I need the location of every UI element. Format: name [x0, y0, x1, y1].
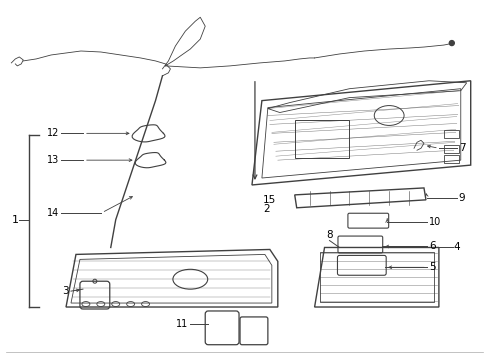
Text: 3: 3: [62, 286, 69, 296]
Text: 4: 4: [453, 243, 460, 252]
Text: 15: 15: [263, 195, 276, 205]
Text: 7: 7: [458, 143, 465, 153]
Text: 12: 12: [46, 129, 59, 138]
Text: 14: 14: [47, 208, 59, 218]
Text: 11: 11: [176, 319, 188, 329]
Text: 13: 13: [47, 155, 59, 165]
Text: 5: 5: [428, 262, 435, 272]
Text: 6: 6: [428, 242, 435, 252]
Text: 2: 2: [263, 204, 269, 214]
Text: 9: 9: [458, 193, 465, 203]
Text: 10: 10: [428, 217, 440, 227]
Text: 1: 1: [12, 215, 19, 225]
Circle shape: [448, 41, 453, 46]
Text: 8: 8: [325, 230, 332, 239]
